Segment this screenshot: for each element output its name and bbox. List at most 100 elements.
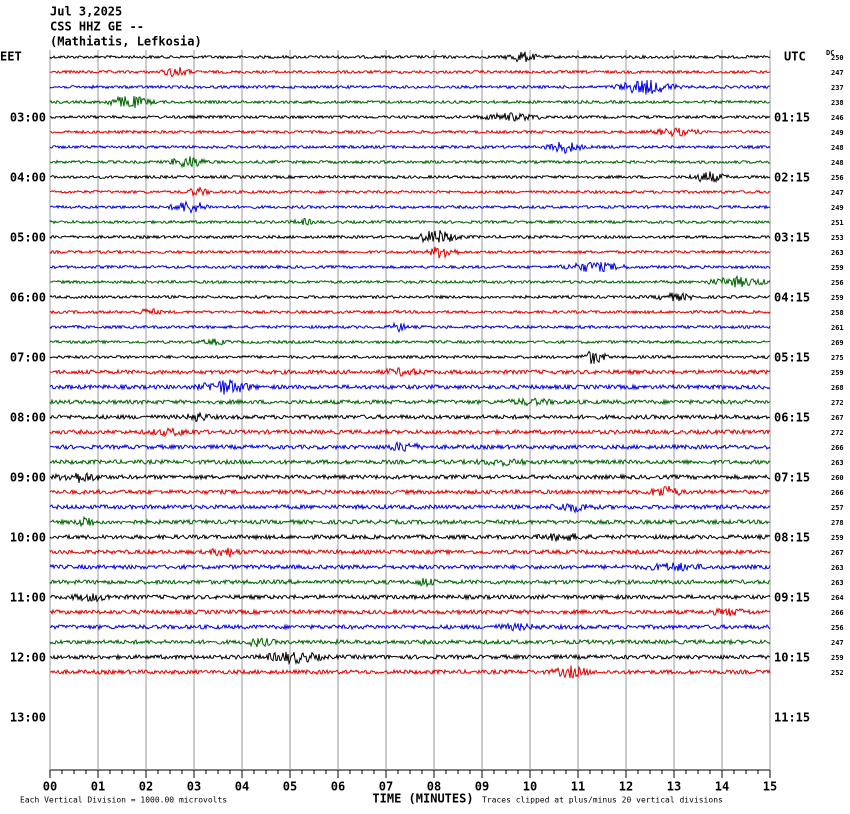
trace [49,440,771,452]
trace [49,485,771,497]
trace [49,127,771,138]
trace [49,367,771,377]
left-time-label: 06:00 [10,291,46,305]
dc-value: 237 [831,84,844,92]
dc-value: 259 [831,534,844,542]
trace [49,665,771,679]
dc-value: 249 [831,129,844,137]
dc-value: 260 [831,474,844,482]
left-time-label: 03:00 [10,111,46,125]
dc-value: 267 [831,549,844,557]
trace [49,111,771,122]
dc-value: 256 [831,174,844,182]
trace [49,200,771,215]
left-time-label: 08:00 [10,411,46,425]
dc-value: 259 [831,654,844,662]
dc-value: 251 [831,219,844,227]
dc-value: 275 [831,354,844,362]
x-tick-label: 14 [715,780,729,794]
trace [49,156,771,169]
dc-value: 266 [831,444,844,452]
dc-value: 263 [831,249,844,257]
dc-value: 263 [831,459,844,467]
x-tick-label: 00 [43,780,57,794]
dc-value: 253 [831,234,844,242]
trace [49,141,771,155]
dc-value: 268 [831,384,844,392]
trace [49,95,771,109]
left-time-label: 11:00 [10,591,46,605]
dc-title: DC [826,49,834,57]
dc-value: 267 [831,414,844,422]
trace [49,66,771,78]
dc-value: 247 [831,69,844,77]
trace [49,396,771,407]
right-time-label: 08:15 [774,531,810,545]
x-tick-label: 07 [379,780,393,794]
trace [49,607,771,617]
x-tick-label: 08 [427,780,441,794]
right-time-label: 06:15 [774,411,810,425]
trace [49,291,771,302]
trace [49,621,771,632]
trace [49,651,771,666]
dc-value: 264 [831,594,844,602]
dc-value: 259 [831,294,844,302]
dc-value: 263 [831,564,844,572]
left-time-label: 05:00 [10,231,46,245]
right-time-label: 10:15 [774,651,810,665]
trace [49,547,771,559]
x-tick-label: 05 [283,780,297,794]
dc-value: 257 [831,504,844,512]
dc-value: 263 [831,579,844,587]
scale-note: Each Vertical Division = 1000.00 microvo… [20,796,227,805]
dc-value: 250 [831,54,844,62]
location: (Mathiatis, Lefkosia) [50,35,202,49]
trace [49,578,771,588]
x-tick-label: 11 [571,780,585,794]
left-time-label: 09:00 [10,471,46,485]
dc-value: 261 [831,324,844,332]
left-zone: EET [0,50,22,64]
trace [49,426,771,438]
trace [49,503,771,514]
trace [49,592,771,603]
trace [49,171,771,184]
x-axis-title: TIME (MINUTES) [372,792,473,806]
trace [49,515,770,527]
trace [49,338,771,346]
dc-value: 259 [831,264,844,272]
dc-value: 259 [831,369,844,377]
trace [49,246,771,260]
trace [49,562,771,572]
trace [49,186,771,197]
dc-value: 272 [831,399,844,407]
right-time-label: 09:15 [774,591,810,605]
x-tick-label: 10 [523,780,537,794]
dc-value: 266 [831,609,844,617]
x-tick-label: 09 [475,780,489,794]
station: CSS HHZ GE -- [50,20,144,34]
clip-note: Traces clipped at plus/minus 20 vertical… [482,796,723,805]
x-tick-label: 12 [619,780,633,794]
dc-value: 272 [831,429,844,437]
trace [49,51,771,63]
dc-value: 266 [831,489,844,497]
dc-value: 248 [831,159,844,167]
left-time-label: 07:00 [10,351,46,365]
dc-value: 247 [831,639,844,647]
trace [49,412,771,423]
trace [49,79,771,95]
x-tick-label: 06 [331,780,345,794]
date: Jul 3,2025 [50,5,122,19]
x-tick-label: 02 [139,780,153,794]
x-tick-label: 03 [187,780,201,794]
trace [49,350,771,364]
right-time-label: 05:15 [774,351,810,365]
trace [49,637,771,648]
dc-value: 246 [831,114,844,122]
trace [49,308,771,316]
dc-value: 258 [831,309,844,317]
trace [49,533,771,543]
dc-value: 252 [831,669,844,677]
